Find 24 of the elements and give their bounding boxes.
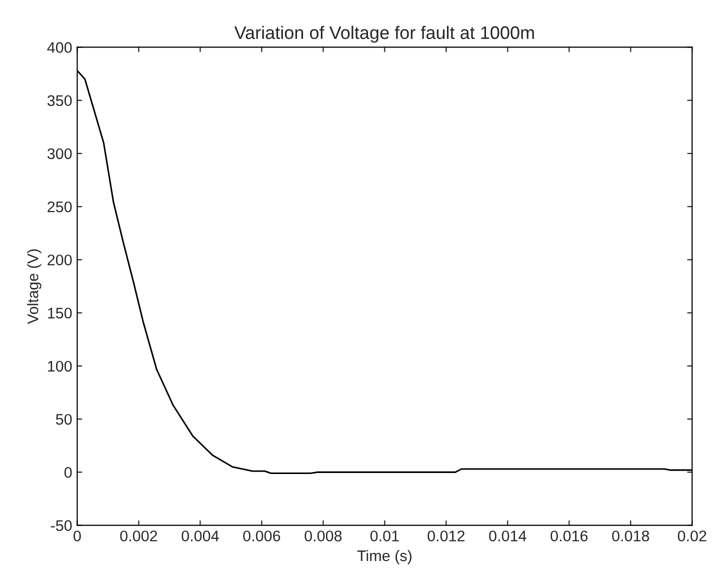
x-tick-label: 0	[74, 530, 81, 542]
y-tick-label: 250	[48, 201, 72, 212]
x-tick-label: 0.008	[304, 530, 342, 542]
x-tick-label: 0.01	[370, 530, 399, 542]
y-tick-label: 150	[48, 308, 72, 319]
y-tick-label: 200	[48, 254, 72, 266]
x-tick-label: 0.006	[243, 530, 280, 542]
y-tick-label: -50	[50, 520, 72, 531]
y-tick-label: 400	[47, 42, 72, 53]
x-tick-label: 0.02	[678, 530, 706, 542]
y-tick-label: 300	[47, 148, 72, 160]
x-axis-title: Time (s)	[357, 550, 412, 564]
x-tick-label: 0.016	[550, 530, 588, 542]
x-tick-label: 0.004	[182, 530, 219, 542]
y-tick-label: 0	[64, 467, 72, 478]
y-tick-label: 350	[47, 95, 72, 106]
x-tick-label: 0.012	[428, 530, 465, 542]
y-tick-label: 100	[48, 360, 72, 372]
chart-title: Variation of Voltage for fault at 1000m	[234, 26, 534, 43]
y-axis-title: Voltage (V)	[27, 249, 42, 324]
x-tick-label: 0.014	[489, 530, 526, 542]
y-tick-label: 50	[56, 414, 72, 425]
x-tick-label: 0.018	[612, 530, 650, 542]
x-tick-label: 0.002	[120, 530, 158, 542]
